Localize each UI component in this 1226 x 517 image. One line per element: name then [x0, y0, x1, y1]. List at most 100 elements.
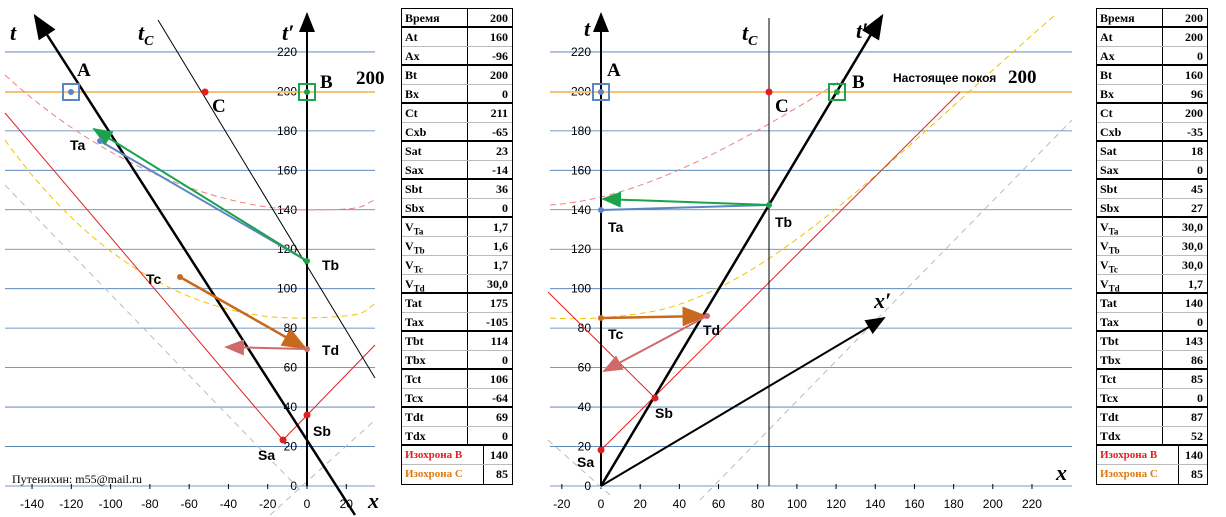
table-row: Sbt 36 — [402, 180, 512, 199]
y-tick-label: 140 — [571, 203, 591, 217]
point-c — [765, 88, 773, 96]
x-tick-label: 180 — [944, 497, 964, 511]
row-label: Tbx — [402, 351, 468, 368]
row-value: 211 — [490, 106, 508, 120]
row-value: 30,0 — [1182, 220, 1203, 234]
row-label: At — [402, 28, 468, 46]
table-row: VTd 30,0 — [402, 275, 512, 294]
row-label: Tax — [402, 313, 468, 330]
xp-label: x′ — [873, 288, 891, 313]
y-tick-label: 220 — [571, 45, 591, 59]
table-row: VTd 1,7 — [1097, 275, 1207, 294]
y-tick-label: 160 — [277, 163, 297, 177]
x-tick-label: -100 — [99, 497, 123, 511]
x-tick-label: 100 — [787, 497, 807, 511]
tc-axis — [157, 19, 376, 379]
table-row: Sat 18 — [1097, 142, 1207, 161]
table-row: Sat 23 — [402, 142, 512, 161]
table-row: Tbx 86 — [1097, 351, 1207, 370]
tc-label-sub: C — [748, 34, 758, 49]
dot — [834, 89, 840, 95]
table-row: Tbx 0 — [402, 351, 512, 370]
row-value: 0 — [502, 201, 508, 215]
row-value: 18 — [1191, 144, 1203, 158]
table-row: Tax 0 — [1097, 313, 1207, 332]
point-b — [828, 83, 846, 101]
isochrone-c — [549, 14, 1056, 320]
dot — [304, 346, 310, 352]
xp-axis — [600, 316, 886, 487]
y-tick-label: 40 — [578, 400, 592, 414]
dot — [598, 207, 604, 213]
dot — [279, 436, 287, 444]
t-label: t — [10, 20, 17, 45]
row-label: Tct — [1097, 370, 1163, 388]
row-value: 85 — [496, 467, 508, 481]
label-tc: Tc — [146, 271, 162, 287]
row-value: -96 — [492, 49, 508, 63]
isochrone-c — [4, 139, 376, 319]
row-value: 1,7 — [1188, 277, 1203, 291]
x-tick-label: 220 — [1022, 497, 1042, 511]
left-table: Время 200 At 160 Ax -96 Bt 200 Bx 0 Ct 211 Cxb -65 Sat… — [401, 8, 513, 485]
table-row: Cxb -65 — [402, 123, 512, 142]
row-label: Время — [1097, 9, 1163, 26]
label-c: C — [775, 96, 789, 117]
isochrone-row: Изохрона B 140 — [402, 446, 512, 465]
tc-label: tC — [138, 20, 154, 49]
row-label: VTd — [1097, 275, 1163, 293]
label-sub: Tc — [1108, 264, 1118, 275]
row-label: Ct — [402, 104, 468, 122]
tp-label: t′ — [282, 20, 294, 45]
row-label: VTc — [1097, 256, 1163, 274]
label-tb: Tb — [322, 257, 339, 273]
tc-label: tC — [742, 20, 758, 49]
row-label: Sat — [402, 142, 468, 160]
row-value: 1,7 — [493, 220, 508, 234]
row-label: Bt — [1097, 66, 1163, 84]
dot — [598, 89, 604, 95]
label-ta: Ta — [608, 219, 624, 235]
table-row: Tdt 87 — [1097, 408, 1207, 427]
y-tick-label: 140 — [277, 203, 297, 217]
y-tick-label: 180 — [571, 124, 591, 138]
label-main: V — [405, 239, 414, 253]
row-label: At — [1097, 28, 1163, 46]
x-tick-label: -140 — [20, 497, 44, 511]
label-b: B — [320, 72, 333, 93]
row-value: 52 — [1191, 429, 1203, 443]
table-row: Bx 0 — [402, 85, 512, 104]
row-value: 85 — [1191, 467, 1203, 481]
y-tick-label: 20 — [578, 440, 592, 454]
table-row: VTa 1,7 — [402, 218, 512, 237]
table-row: Tct 85 — [1097, 370, 1207, 389]
table-row: Tcx 0 — [1097, 389, 1207, 408]
table-row: VTa 30,0 — [1097, 218, 1207, 237]
row-value: 140 — [1185, 296, 1203, 310]
y-tick-label: 0 — [290, 479, 297, 493]
table-row: Время 200 — [1097, 9, 1207, 28]
row-value: 175 — [490, 296, 508, 310]
signal-arrow — [179, 275, 308, 350]
table-row: Sax 0 — [1097, 161, 1207, 180]
row-label: Sat — [1097, 142, 1163, 160]
point-a — [592, 83, 610, 101]
y-tick-label: 160 — [571, 163, 591, 177]
table-row: Время 200 — [402, 9, 512, 28]
tc-label-sub: C — [144, 34, 154, 49]
table-row: Bt 160 — [1097, 66, 1207, 85]
dashed-line — [4, 184, 301, 491]
x-tick-label: -60 — [180, 497, 198, 511]
x-label: x — [1055, 460, 1067, 485]
row-value: 30,0 — [1182, 239, 1203, 253]
table-row: Sbt 45 — [1097, 180, 1207, 199]
table-row: VTc 30,0 — [1097, 256, 1207, 275]
table-row: VTc 1,7 — [402, 256, 512, 275]
row-value: 114 — [490, 334, 508, 348]
y-tick-label: 100 — [277, 282, 297, 296]
x-tick-label: -40 — [220, 497, 238, 511]
isochrone-row: Изохрона C 85 — [1097, 465, 1207, 484]
row-value: 160 — [490, 30, 508, 44]
row-label: Sbx — [402, 199, 468, 216]
